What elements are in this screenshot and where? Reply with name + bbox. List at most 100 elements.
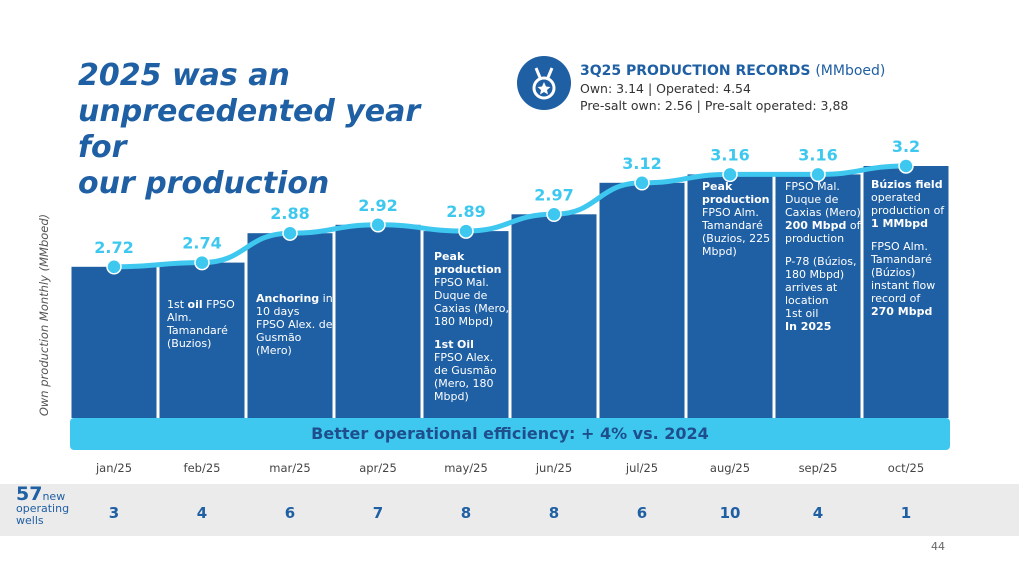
bar-may/25 — [423, 231, 509, 418]
annotation-aug-line-4: Tamandaré — [702, 219, 763, 232]
annotation-may-bold-3: Oil — [456, 338, 474, 351]
wells-value-jun/25: 8 — [548, 504, 560, 522]
wells-total-label-1: new — [42, 490, 66, 503]
annotation-may-line-8: FPSO Alex. — [434, 351, 494, 364]
wells-value-may/25: 8 — [460, 504, 472, 522]
annotation-sep-rest-2: oil — [802, 307, 819, 320]
wells-total-line-1: 57new — [16, 485, 69, 504]
point-jan/25 — [106, 259, 122, 275]
records-title-text: 3Q25 PRODUCTION RECORDS — [580, 63, 811, 79]
annotation-may-line-11: Mbpd) — [434, 390, 469, 403]
x-tick-sep/25: sep/25 — [799, 461, 838, 475]
annotation-may-line-7: 1st Oil — [434, 338, 509, 351]
x-tick-jan/25: jan/25 — [95, 461, 132, 475]
x-tick-feb/25: feb/25 — [184, 461, 221, 475]
records-line-1: Own: 3.14 | Operated: 4.54 — [580, 81, 751, 96]
value-label-jun/25: 2.97 — [534, 185, 573, 204]
annotation-oct-line-10: 270 Mbpd — [871, 305, 944, 318]
annotation-sep-bold-1: 200 Mbpd — [785, 219, 847, 232]
annotation-mar-line-3: FPSO Alex. de — [256, 318, 333, 331]
production-chart: 2.72 jan/25 2.74 feb/25 2.88 mar/25 2.92 apr/25… — [71, 137, 949, 475]
annotation-may-bold-1: Peak — [434, 250, 465, 263]
records-box: 3Q25 PRODUCTION RECORDS (MMboed) Own: 3.… — [580, 62, 885, 114]
x-tick-apr/25: apr/25 — [359, 461, 397, 475]
annotation-may-bold-2: production — [434, 263, 502, 276]
bar-apr/25 — [335, 224, 421, 418]
point-jun/25 — [546, 206, 562, 223]
annotation-aug-line-1: Peak — [702, 180, 770, 193]
bar-feb/25 — [159, 262, 245, 418]
annotation-oct-line-3: production of — [871, 204, 945, 217]
annotation-aug-line-5: (Buzios, 225 — [702, 232, 771, 245]
records-line-2: Pre-salt own: 2.56 | Pre-salt operated: … — [580, 98, 849, 113]
annotation-aug-line-6: Mbpd) — [702, 245, 737, 258]
point-jul/25 — [634, 175, 650, 191]
x-tick-may/25: may/25 — [444, 461, 488, 475]
wells-total-label-3: wells — [16, 514, 44, 527]
annotation-sep-bold-2: In 2025 — [785, 320, 832, 333]
value-label-may/25: 2.89 — [446, 202, 485, 221]
annotation-oct-line-4: 1 MMbpd — [871, 217, 944, 230]
annotation-may-line-6: 180 Mbpd) — [434, 315, 494, 328]
annotation-oct-line-5: FPSO Alm. — [871, 240, 928, 253]
wells-total-number: 57 — [16, 483, 43, 505]
records-unit: (MMboed) — [815, 63, 886, 79]
bar-sep/25 — [775, 174, 861, 418]
wells-value-mar/25: 6 — [284, 504, 296, 522]
bar-aug/25 — [687, 174, 773, 418]
annotation-sep-line-6: P-78 (Búzios, — [785, 255, 857, 268]
annotation-may-line-5: Caxias (Mero, — [434, 302, 510, 315]
annotation-sep-gap — [785, 245, 861, 255]
medal-icon — [517, 56, 571, 110]
annotation-oct-line-7: (Búzios) — [871, 266, 916, 279]
annotation-feb-line-3: Tamandaré — [167, 324, 228, 337]
x-tick-oct/25: oct/25 — [888, 461, 924, 475]
wells-total-label-2: operating — [16, 502, 70, 515]
annotation-sep-line-1: FPSO Mal. — [785, 180, 840, 193]
annotation-may-ord: 1st — [434, 338, 454, 351]
page-number: 44 — [931, 540, 945, 553]
annotation-may: Peak production FPSO Mal. Duque de Caxia… — [434, 250, 509, 403]
annotation-oct-bold-2: 1 MMbpd — [871, 217, 928, 230]
annotation-feb-bold: oil — [187, 298, 203, 311]
annotation-feb: 1st oil FPSO Alm. Tamandaré (Buzios) — [167, 298, 235, 350]
annotation-sep-line-8: arrives at — [785, 281, 838, 294]
annotation-sep: FPSO Mal. Duque de Caxias (Mero) 200 Mbp… — [785, 180, 861, 333]
annotation-may-gap — [434, 328, 509, 338]
annotation-sep-line-5: production — [785, 232, 845, 245]
annotation-feb-rest: FPSO — [202, 298, 235, 311]
value-label-oct/25: 3.2 — [892, 137, 920, 156]
annotation-mar-bold: Anchoring — [256, 292, 320, 305]
production-line — [113, 163, 907, 270]
annotation-sep-line-7: 180 Mbpd) — [785, 268, 845, 281]
point-aug/25 — [722, 166, 738, 183]
point-oct/25 — [898, 158, 914, 174]
value-label-jul/25: 3.12 — [622, 154, 661, 173]
wells-value-apr/25: 7 — [372, 504, 384, 522]
annotation-may-line-1: Peak — [434, 250, 509, 263]
annotation-aug-line-3: FPSO Alm. — [702, 206, 759, 219]
page-title: 2025 was an unprecedented year for our p… — [78, 58, 478, 202]
value-label-sep/25: 3.16 — [798, 145, 837, 164]
wells-value-jan/25: 3 — [108, 504, 120, 522]
title-line-2: unprecedented year for — [78, 94, 421, 165]
x-tick-jun/25: jun/25 — [535, 461, 572, 475]
wells-value-feb/25: 4 — [196, 504, 208, 522]
value-label-jan/25: 2.72 — [94, 238, 133, 257]
point-sep/25 — [810, 166, 826, 183]
wells-value-aug/25: 10 — [719, 504, 741, 522]
bar-oct/25 — [863, 166, 949, 418]
annotation-mar-line-2: 10 days — [256, 305, 300, 318]
wells-value-jul/25: 6 — [636, 504, 648, 522]
x-tick-jul/25: jul/25 — [625, 461, 658, 475]
efficiency-banner: Better operational efficiency: + 4% vs. … — [70, 418, 950, 450]
annotation-feb-ord: 1st — [167, 298, 185, 311]
annotation-oct-bold-3: 270 Mbpd — [871, 305, 933, 318]
annotation-sep-line-10: 1st oil — [785, 307, 861, 320]
annotation-may-line-2: production — [434, 263, 509, 276]
x-tick-aug/25: aug/25 — [710, 461, 750, 475]
wells-strip — [0, 484, 1019, 536]
annotation-sep-line-4: 200 Mbpd of — [785, 219, 861, 232]
annotation-oct-bold-1: Búzios field — [871, 178, 943, 191]
annotation-aug-bold-1: Peak — [702, 180, 733, 193]
